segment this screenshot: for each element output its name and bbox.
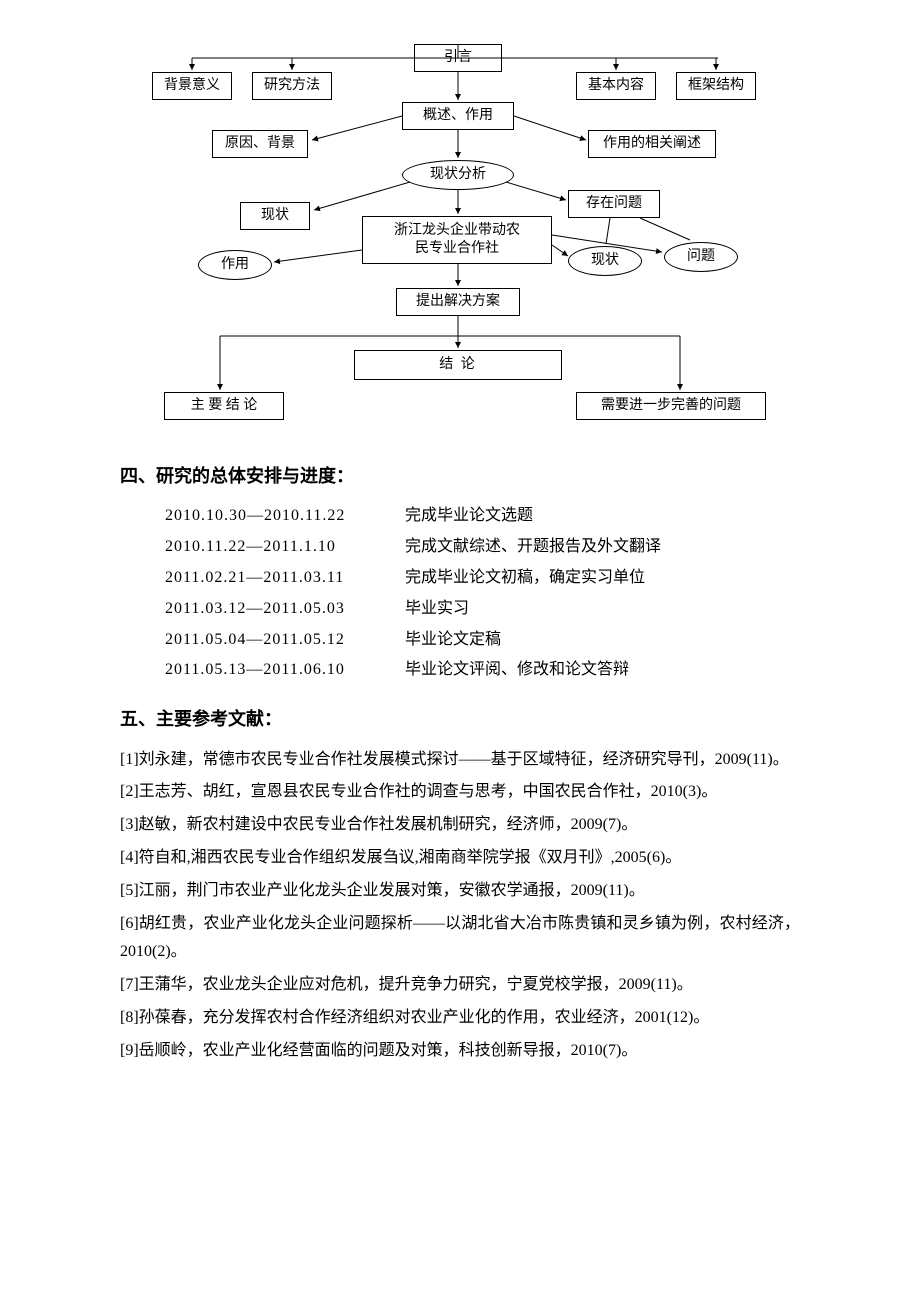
schedule-row: 2011.02.21—2011.03.11 完成毕业论文初稿，确定实习单位 xyxy=(165,564,800,593)
schedule-task: 毕业实习 xyxy=(405,595,800,624)
schedule-row: 2010.11.22—2011.1.10 完成文献综述、开题报告及外文翻译 xyxy=(165,533,800,562)
schedule-row: 2011.05.04—2011.05.12 毕业论文定稿 xyxy=(165,626,800,655)
section4-title: 四、研究的总体安排与进度： xyxy=(120,460,800,492)
node-basic-content: 基本内容 xyxy=(576,72,656,100)
schedule-list: 2010.10.30—2010.11.22 完成毕业论文选题 2010.11.2… xyxy=(165,502,800,685)
node-further: 需要进一步完善的问题 xyxy=(576,392,766,420)
framework-diagram: 引言 背景意义 研究方法 基本内容 框架结构 概述、作用 原因、背景 作用的相关… xyxy=(140,40,780,440)
section5-title: 五、主要参考文献： xyxy=(120,703,800,735)
schedule-row: 2011.05.13—2011.06.10 毕业论文评阅、修改和论文答辩 xyxy=(165,656,800,685)
schedule-date: 2011.02.21—2011.03.11 xyxy=(165,564,405,593)
node-reason-bg: 原因、背景 xyxy=(212,130,308,158)
schedule-task: 完成毕业论文选题 xyxy=(405,502,800,531)
schedule-date: 2011.03.12—2011.05.03 xyxy=(165,595,405,624)
reference-item: [5]江丽，荆门市农业产业化龙头企业发展对策，安徽农学通报，2009(11)。 xyxy=(120,877,800,906)
node-main-conclusion: 主 要 结 论 xyxy=(164,392,284,420)
reference-item: [1]刘永建，常德市农民专业合作社发展模式探讨——基于区域特征，经济研究导刊，2… xyxy=(120,746,800,775)
reference-item: [7]王蒲华，农业龙头企业应对危机，提升竞争力研究，宁夏党校学报，2009(11… xyxy=(120,971,800,1000)
node-framework: 框架结构 xyxy=(676,72,756,100)
schedule-row: 2011.03.12—2011.05.03 毕业实习 xyxy=(165,595,800,624)
schedule-row: 2010.10.30—2010.11.22 完成毕业论文选题 xyxy=(165,502,800,531)
schedule-date: 2011.05.13—2011.06.10 xyxy=(165,656,405,685)
node-exist-problem: 存在问题 xyxy=(568,190,660,218)
reference-item: [4]符自和,湘西农民专业合作组织发展刍议,湘南商举院学报《双月刊》,2005(… xyxy=(120,844,800,873)
reference-item: [9]岳顺岭，农业产业化经营面临的问题及对策，科技创新导报，2010(7)。 xyxy=(120,1037,800,1066)
schedule-task: 毕业论文评阅、修改和论文答辩 xyxy=(405,656,800,685)
node-status-analysis: 现状分析 xyxy=(402,160,514,190)
schedule-date: 2011.05.04—2011.05.12 xyxy=(165,626,405,655)
node-conclusion: 结 论 xyxy=(354,350,562,380)
node-role-oval: 作用 xyxy=(198,250,272,280)
node-bg-meaning: 背景意义 xyxy=(152,72,232,100)
schedule-task: 毕业论文定稿 xyxy=(405,626,800,655)
schedule-task: 完成文献综述、开题报告及外文翻译 xyxy=(405,533,800,562)
node-status2: 现状 xyxy=(568,246,642,276)
reference-item: [8]孙葆春，充分发挥农村合作经济组织对农业产业化的作用，农业经济，2001(1… xyxy=(120,1004,800,1033)
node-core: 浙江龙头企业带动农 民专业合作社 xyxy=(362,216,552,264)
node-problem: 问题 xyxy=(664,242,738,272)
node-method: 研究方法 xyxy=(252,72,332,100)
schedule-date: 2010.11.22—2011.1.10 xyxy=(165,533,405,562)
node-solution: 提出解决方案 xyxy=(396,288,520,316)
references-list: [1]刘永建，常德市农民专业合作社发展模式探讨——基于区域特征，经济研究导刊，2… xyxy=(120,746,800,1066)
node-intro: 引言 xyxy=(414,44,502,72)
reference-item: [3]赵敏，新农村建设中农民专业合作社发展机制研究，经济师，2009(7)。 xyxy=(120,811,800,840)
node-status: 现状 xyxy=(240,202,310,230)
node-overview-role: 概述、作用 xyxy=(402,102,514,130)
schedule-task: 完成毕业论文初稿，确定实习单位 xyxy=(405,564,800,593)
schedule-date: 2010.10.30—2010.11.22 xyxy=(165,502,405,531)
reference-item: [6]胡红贵，农业产业化龙头企业问题探析——以湖北省大冶市陈贵镇和灵乡镇为例，农… xyxy=(120,910,800,968)
reference-item: [2]王志芳、胡红，宣恩县农民专业合作社的调查与思考，中国农民合作社，2010(… xyxy=(120,778,800,807)
node-role-expl: 作用的相关阐述 xyxy=(588,130,716,158)
